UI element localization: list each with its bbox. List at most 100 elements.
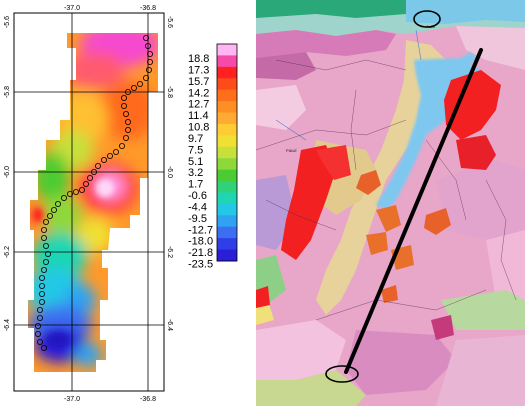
y-tick-right-5: -6.4 bbox=[166, 319, 173, 331]
colorbar-swatch bbox=[217, 44, 237, 56]
station-marker bbox=[41, 226, 48, 233]
y-tick-right-4: -6.2 bbox=[166, 246, 173, 258]
colorbar-frame bbox=[216, 43, 238, 262]
station-marker bbox=[101, 156, 108, 163]
y-tick-left-4: -6.2 bbox=[4, 246, 11, 258]
station-marker bbox=[95, 162, 102, 169]
colorbar-label: 15.7 bbox=[188, 76, 209, 88]
station-marker bbox=[145, 67, 152, 74]
station-marker bbox=[136, 81, 143, 88]
x-tick-top-1: -37.0 bbox=[64, 5, 80, 12]
y-tick-left-3: -6.0 bbox=[4, 166, 11, 178]
station-marker bbox=[39, 274, 46, 281]
colorbar-swatch bbox=[217, 101, 237, 114]
roads bbox=[275, 29, 422, 141]
station-marker bbox=[39, 290, 46, 297]
colorbar-swatch bbox=[217, 226, 237, 239]
colorbar-label: 9.7 bbox=[188, 133, 203, 145]
anomaly-map-panel: -37.0 -36.8 -37.0 -36.8 -5.6 -5.8 -6.0 -… bbox=[4, 5, 238, 403]
colorbar-swatch bbox=[217, 238, 237, 251]
colorbar-swatch bbox=[217, 158, 237, 171]
station-marker bbox=[45, 250, 52, 257]
station-markers bbox=[35, 35, 153, 351]
colorbar-swatch bbox=[217, 123, 237, 136]
station-marker bbox=[37, 306, 44, 313]
colorbar-label: 18.8 bbox=[188, 53, 209, 65]
x-tick-bottom-1: -37.0 bbox=[64, 396, 80, 403]
colorbar-label: -9.5 bbox=[188, 213, 207, 225]
faults-and-drainage bbox=[256, 59, 517, 321]
station-marker bbox=[142, 75, 149, 82]
colorbar-label: 3.2 bbox=[188, 167, 203, 179]
colorbar-swatch bbox=[217, 203, 237, 216]
station-marker bbox=[35, 330, 42, 337]
colorbar-label: 17.3 bbox=[188, 64, 209, 76]
colorbar-label: 12.7 bbox=[188, 99, 209, 111]
colorbar-label: -23.5 bbox=[188, 259, 213, 271]
station-marker bbox=[41, 234, 48, 241]
y-tick-left-5: -6.4 bbox=[4, 319, 11, 331]
station-marker bbox=[35, 322, 42, 329]
station-marker bbox=[123, 134, 130, 141]
colorbar-swatch bbox=[217, 146, 237, 159]
colorbar-swatch bbox=[217, 169, 237, 182]
station-marker bbox=[73, 188, 80, 195]
station-marker bbox=[121, 95, 128, 102]
station-marker bbox=[43, 218, 50, 225]
station-marker bbox=[125, 127, 132, 134]
station-marker bbox=[146, 51, 153, 58]
x-tick-top-2: -36.8 bbox=[140, 5, 156, 12]
station-marker bbox=[79, 186, 86, 193]
station-marker bbox=[130, 85, 137, 92]
colorbar-label: -12.7 bbox=[188, 224, 213, 236]
station-marker bbox=[37, 314, 44, 321]
colorbar-swatch bbox=[217, 66, 237, 79]
station-marker bbox=[123, 111, 130, 118]
colorbar-swatch bbox=[217, 249, 237, 262]
station-marker bbox=[37, 338, 44, 345]
station-marker bbox=[107, 152, 114, 159]
colorbar-swatch bbox=[217, 112, 237, 125]
station-marker bbox=[125, 119, 132, 126]
colorbar-labels: 18.817.315.714.212.711.410.89.77.55.13.2… bbox=[188, 53, 213, 271]
x-tick-bottom-2: -36.8 bbox=[140, 396, 156, 403]
y-tick-left-2: -5.8 bbox=[4, 86, 11, 98]
station-marker bbox=[41, 344, 48, 351]
colorbar-swatch bbox=[217, 55, 237, 68]
station-marker bbox=[113, 148, 120, 155]
station-marker bbox=[144, 43, 151, 50]
station-marker bbox=[51, 206, 58, 213]
station-marker bbox=[121, 103, 128, 110]
colorbar-label: -18.0 bbox=[188, 236, 213, 248]
granite-bodies bbox=[256, 70, 501, 340]
colorbar-swatch bbox=[217, 215, 237, 228]
profile-end-marker bbox=[325, 365, 359, 383]
station-marker bbox=[67, 190, 74, 197]
colorbar-label: 11.4 bbox=[188, 110, 209, 122]
colorbar-label: -0.6 bbox=[188, 190, 207, 202]
colorbar-swatch bbox=[217, 78, 237, 91]
y-tick-right-3: -6.0 bbox=[166, 166, 173, 178]
profile-start-marker bbox=[413, 10, 441, 28]
y-tick-right-1: -5.6 bbox=[166, 16, 173, 28]
profile-line bbox=[344, 48, 483, 374]
colorbar-label: 10.8 bbox=[188, 122, 209, 134]
map-label-piaui: PIAUÍ bbox=[286, 148, 297, 153]
colorbar-swatch bbox=[217, 181, 237, 193]
station-marker bbox=[146, 59, 153, 66]
station-marker bbox=[61, 194, 68, 201]
colorbar-swatch bbox=[217, 192, 237, 205]
geology-units bbox=[256, 0, 525, 406]
y-tick-right-2: -5.8 bbox=[166, 86, 173, 98]
colorbar-label: 14.2 bbox=[188, 87, 209, 99]
colorbar-label: 5.1 bbox=[188, 156, 203, 168]
station-marker bbox=[119, 142, 126, 149]
station-marker bbox=[39, 282, 46, 289]
y-tick-left-1: -5.6 bbox=[4, 16, 11, 28]
y-ticks-right: -5.6 -5.8 -6.0 -6.2 -6.4 bbox=[166, 16, 173, 331]
colorbar-label: 1.7 bbox=[188, 179, 203, 191]
station-marker bbox=[39, 298, 46, 305]
geology-map-panel: Assu PIAUÍ bbox=[256, 0, 525, 406]
station-marker bbox=[43, 258, 50, 265]
station-marker bbox=[87, 174, 94, 181]
